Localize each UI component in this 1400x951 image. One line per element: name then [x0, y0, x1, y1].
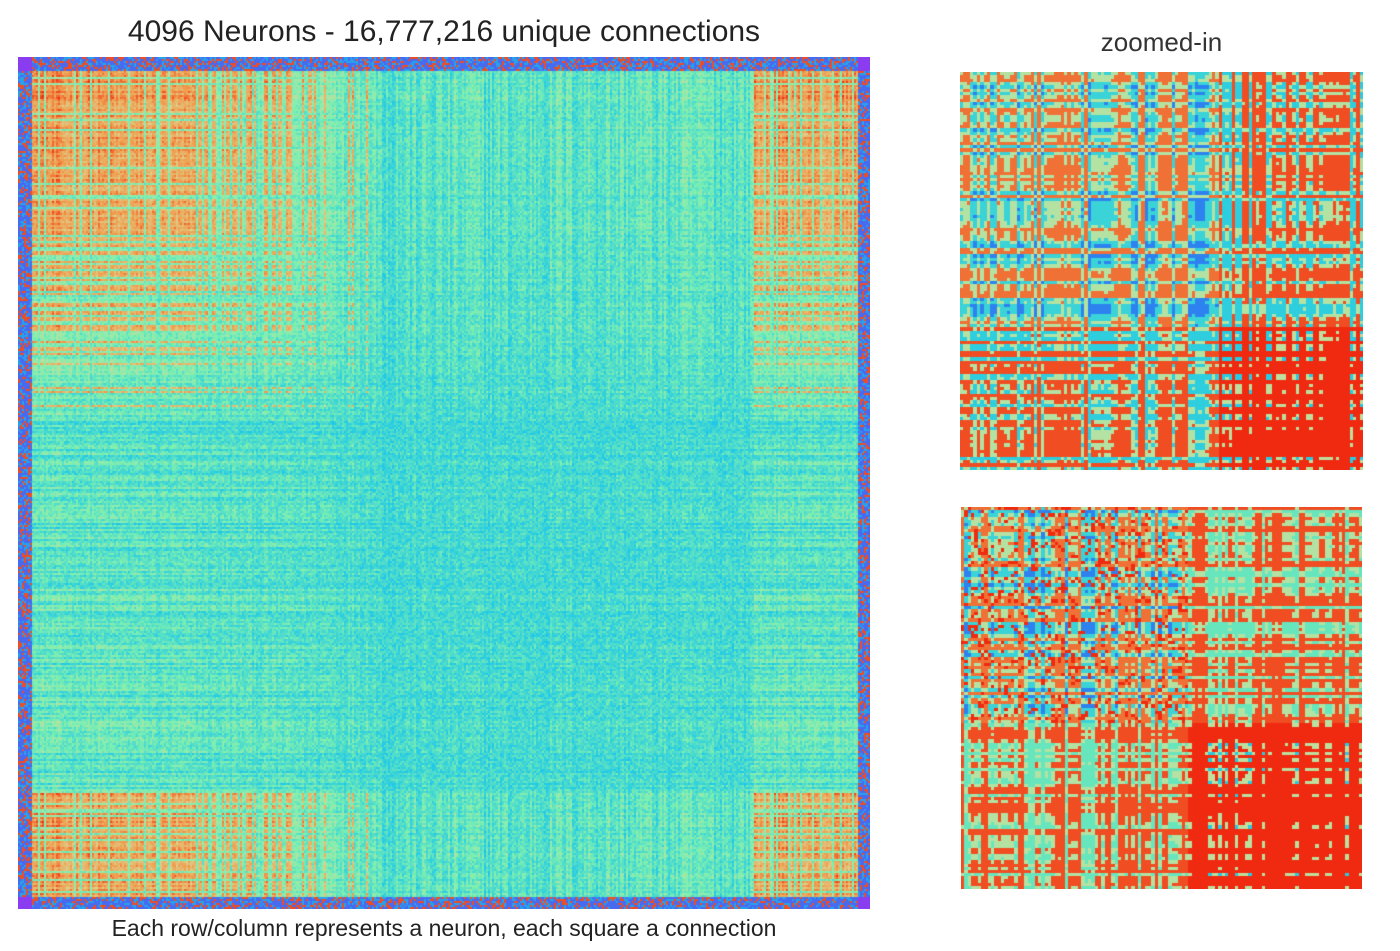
main-heatmap [18, 57, 870, 909]
zoomed-in-title: zoomed-in [1100, 27, 1223, 57]
zoomed-in-heatmap-top [960, 72, 1363, 470]
zoomed-in-heatmap-bottom [961, 507, 1362, 889]
main-chart-title: 4096 Neurons - 16,777,216 unique connect… [127, 15, 761, 48]
main-chart-caption: Each row/column represents a neuron, eac… [111, 915, 777, 941]
